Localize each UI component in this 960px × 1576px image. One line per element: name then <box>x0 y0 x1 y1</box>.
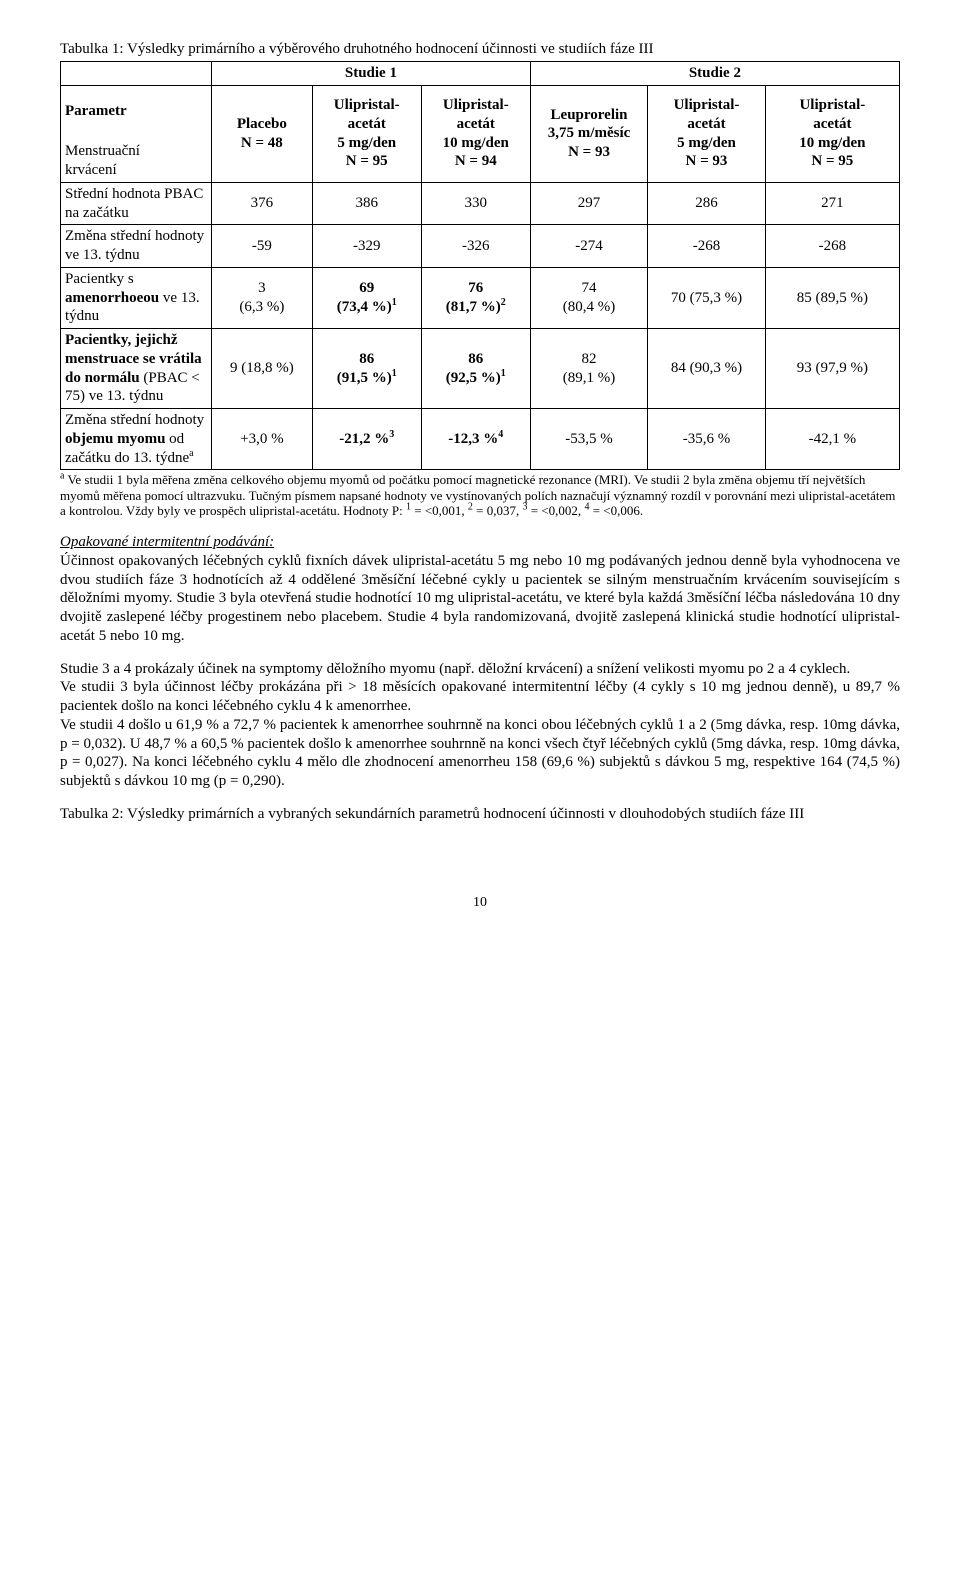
col-head: Ulipristal-acetát10 mg/denN = 95 <box>765 85 899 182</box>
col-head: Ulipristal-acetát5 mg/denN = 93 <box>648 85 765 182</box>
table-row: Střední hodnota PBAC na začátku 376 386 … <box>61 182 900 225</box>
menstr-label-l1: Menstruační <box>65 142 207 161</box>
table-row: Pacientky s amenorrhoeou ve 13. týdnu 3(… <box>61 267 900 328</box>
col-head: Ulipristal-acetát5 mg/denN = 95 <box>312 85 421 182</box>
section-heading: Opakované intermitentní podávání: <box>60 534 274 550</box>
param-label: Parametr <box>65 102 207 121</box>
menstr-label-l2: krvácení <box>65 161 207 180</box>
section-heading-para: Opakované intermitentní podávání: Účinno… <box>60 533 900 646</box>
table1-caption: Tabulka 1: Výsledky primárního a výběrov… <box>60 40 900 59</box>
table-row: Změna střední hodnoty objemu myomu od za… <box>61 409 900 470</box>
para-2-3: Studie 3 a 4 prokázaly účinek na symptom… <box>60 660 900 791</box>
table-row: Změna střední hodnoty ve 13. týdnu -59 -… <box>61 225 900 268</box>
col-head: PlaceboN = 48 <box>212 85 313 182</box>
study1-header: Studie 1 <box>212 61 531 85</box>
table2-caption: Tabulka 2: Výsledky primárních a vybraný… <box>60 805 900 824</box>
study2-header: Studie 2 <box>530 61 899 85</box>
col-head: Ulipristal-acetát10 mg/denN = 94 <box>421 85 530 182</box>
col-head: Leuprorelin3,75 m/měsícN = 93 <box>530 85 647 182</box>
table-row: Pacientky, jejichž menstruace se vrátila… <box>61 329 900 409</box>
page-number: 10 <box>60 894 900 912</box>
table1: Studie 1 Studie 2 Parametr Menstruační k… <box>60 61 900 471</box>
table1-footnote: a Ve studii 1 byla měřena změna celkovéh… <box>60 472 900 519</box>
para-1: Účinnost opakovaných léčebných cyklů fix… <box>60 553 900 644</box>
